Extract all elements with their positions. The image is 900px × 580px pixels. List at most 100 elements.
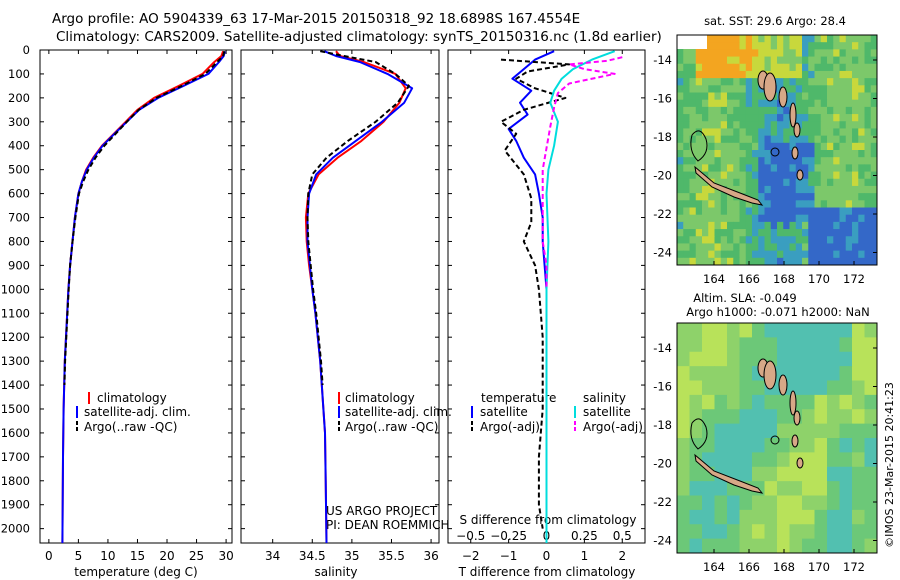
legend-label-s-argo: Argo(-adj) (583, 420, 643, 434)
map-cell (689, 128, 697, 137)
map-cell (689, 178, 697, 187)
map-cell (852, 524, 865, 540)
map-cell (708, 49, 715, 58)
map-cell (745, 157, 753, 165)
map-cell (689, 221, 697, 230)
map-cell (727, 337, 740, 353)
map-cell (739, 178, 747, 187)
map-cell (820, 221, 828, 230)
map-cell (752, 243, 759, 252)
x-tick-label: 10 (100, 549, 115, 563)
map-cell (864, 178, 872, 187)
map-cell (827, 142, 834, 151)
map-cell (845, 85, 853, 93)
map-cell (777, 207, 784, 216)
map-cell (727, 114, 734, 122)
map-cell (845, 128, 853, 137)
map-cell (814, 164, 822, 173)
map-cell (764, 243, 772, 252)
map-cell (870, 185, 878, 194)
map-cell (870, 63, 878, 72)
map-cell (770, 35, 778, 43)
map-cell (789, 351, 803, 367)
map-cell (852, 92, 859, 101)
map-cell (714, 538, 728, 554)
map-cell (764, 423, 778, 439)
map-cell (677, 135, 684, 144)
map-cell (814, 380, 828, 396)
map-cell (852, 236, 859, 244)
map-cell (695, 128, 703, 137)
map-cell (702, 229, 709, 237)
series-t-argo (500, 58, 571, 529)
map-cell (802, 106, 809, 115)
map-cell (802, 509, 815, 525)
map-cell (808, 78, 815, 86)
map-cell (839, 106, 847, 115)
map-cell (858, 128, 865, 137)
map-cell (802, 70, 809, 79)
map-cell (845, 214, 853, 223)
map-cell (814, 56, 822, 65)
map-cell (852, 121, 859, 129)
depth-tick-label: 800 (8, 234, 30, 248)
map-cell (789, 92, 797, 101)
legend-title-salinity: salinity (583, 391, 626, 405)
map-cell (677, 337, 690, 353)
map-cell (852, 164, 859, 173)
map-cell (864, 229, 872, 237)
map-cell (827, 164, 834, 173)
map-cell (808, 99, 815, 108)
map-cell (783, 49, 790, 58)
map-cell (814, 250, 822, 259)
map-cell (745, 171, 753, 180)
map-cell (720, 257, 728, 266)
map-cell (827, 221, 834, 230)
map-cell (720, 128, 728, 137)
map-cell (777, 481, 790, 496)
map-cell (695, 85, 703, 93)
map-cell (777, 157, 784, 165)
map-cell (820, 178, 828, 187)
map-cell (789, 63, 797, 72)
map-cell (814, 157, 822, 165)
map-cell (827, 538, 840, 554)
map-cell (839, 495, 853, 511)
map-cell (689, 538, 703, 554)
map-cell (708, 193, 715, 201)
map-cell (858, 35, 865, 43)
map-cell (683, 49, 690, 58)
map-cell (739, 236, 747, 244)
map-cell (820, 214, 828, 223)
lat-tick-label: -14 (653, 53, 672, 67)
map-cell (683, 164, 690, 173)
map-cell (683, 193, 690, 201)
argo-location-marker (770, 435, 780, 445)
map-cell (677, 452, 690, 468)
map-cell (789, 207, 797, 216)
map-cell (827, 466, 840, 482)
map-cell (795, 200, 803, 208)
map-cell (727, 157, 734, 165)
map-cell (677, 466, 690, 482)
map-cell (733, 185, 740, 194)
map-cell (858, 185, 865, 194)
map-cell (702, 409, 715, 425)
map-cell (720, 99, 728, 108)
map-cell (839, 150, 847, 158)
map-cell (864, 409, 878, 425)
map-cell (764, 128, 772, 137)
salinity-curves (304, 50, 414, 543)
map-cell (783, 171, 790, 180)
map-cell (677, 92, 684, 101)
map-cell (752, 452, 765, 468)
map-cell (864, 380, 878, 396)
map-cell (733, 243, 740, 252)
map-cell (852, 438, 865, 453)
map-cell (852, 221, 859, 230)
map-cell (745, 42, 753, 50)
map-cell (689, 380, 703, 396)
map-cell (727, 524, 740, 540)
x-tick-label: 5 (75, 549, 83, 563)
map-cell (808, 142, 815, 151)
